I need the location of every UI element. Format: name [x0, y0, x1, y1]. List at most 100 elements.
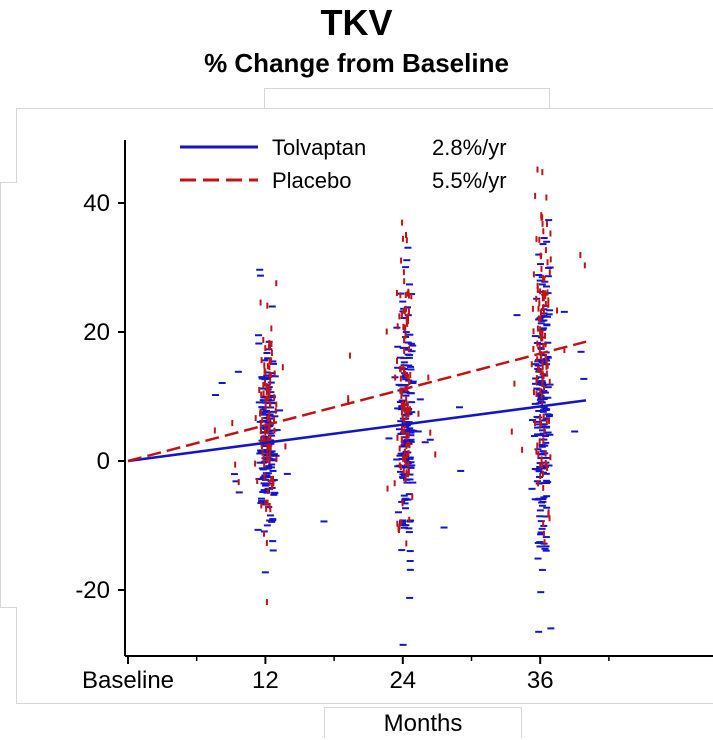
data-point-tolvaptan [541, 374, 549, 377]
data-point-placebo [541, 169, 544, 176]
data-point-placebo [546, 464, 549, 471]
chart-subtitle: % Change from Baseline [204, 48, 509, 78]
data-point-placebo [543, 427, 546, 434]
data-point-placebo [263, 379, 266, 386]
data-point-placebo [347, 398, 350, 405]
data-point-tolvaptan [259, 399, 267, 402]
data-point-placebo [536, 286, 539, 293]
data-point-tolvaptan [539, 498, 547, 501]
data-point-placebo [400, 388, 403, 395]
data-point-tolvaptan [407, 342, 415, 345]
data-point-placebo [273, 394, 276, 401]
data-point-placebo [402, 455, 405, 462]
data-point-tolvaptan [540, 314, 548, 317]
data-point-tolvaptan [534, 423, 542, 426]
data-point-tolvaptan [262, 427, 270, 430]
placebo-points [213, 166, 586, 606]
data-point-placebo [429, 429, 432, 436]
data-point-placebo [541, 381, 544, 388]
data-point-placebo [400, 402, 403, 409]
data-point-placebo [542, 437, 545, 444]
data-point-placebo [266, 435, 269, 442]
data-point-placebo [538, 300, 541, 307]
data-point-tolvaptan [421, 441, 429, 444]
data-point-placebo [268, 390, 271, 397]
data-point-tolvaptan [536, 434, 544, 437]
data-point-placebo [263, 461, 266, 468]
data-point-tolvaptan [546, 309, 554, 312]
data-point-tolvaptan [409, 382, 417, 385]
data-point-placebo [539, 252, 542, 259]
data-point-tolvaptan [531, 382, 539, 385]
data-point-placebo [404, 231, 407, 238]
data-point-placebo [394, 374, 397, 381]
data-point-placebo [269, 434, 272, 441]
data-point-tolvaptan [409, 344, 417, 347]
data-point-placebo [260, 357, 263, 364]
data-point-placebo [404, 332, 407, 339]
data-point-tolvaptan [539, 423, 547, 426]
data-point-tolvaptan [405, 421, 413, 424]
data-point-tolvaptan [263, 466, 271, 469]
data-point-tolvaptan [409, 380, 417, 383]
data-point-placebo [406, 290, 409, 297]
data-point-tolvaptan [264, 357, 272, 360]
data-point-placebo [399, 365, 402, 372]
data-point-tolvaptan [406, 457, 414, 460]
data-point-tolvaptan [266, 432, 274, 435]
data-point-placebo [539, 309, 542, 316]
data-point-tolvaptan [399, 300, 407, 303]
data-point-placebo [547, 297, 550, 304]
data-point-tolvaptan [545, 313, 553, 316]
data-point-tolvaptan [402, 391, 410, 394]
data-point-placebo [265, 395, 268, 402]
data-point-placebo [543, 539, 546, 546]
data-point-placebo [396, 323, 399, 330]
data-point-placebo [547, 509, 550, 516]
y-tick-label: 40 [83, 190, 110, 217]
data-point-placebo [268, 444, 271, 451]
data-point-tolvaptan [531, 402, 539, 405]
data-point-tolvaptan [256, 268, 264, 271]
data-point-placebo [403, 278, 406, 285]
data-point-placebo [269, 371, 272, 378]
data-point-tolvaptan [416, 398, 424, 401]
data-point-tolvaptan [457, 469, 465, 472]
data-point-placebo [268, 479, 271, 486]
data-point-placebo [541, 329, 544, 336]
data-point-placebo [534, 420, 537, 427]
data-point-placebo [513, 380, 516, 387]
data-point-placebo [545, 358, 548, 365]
data-point-placebo [532, 328, 535, 335]
data-point-tolvaptan [218, 381, 226, 384]
data-point-tolvaptan [270, 410, 278, 413]
data-point-tolvaptan [406, 596, 414, 599]
data-point-placebo [536, 356, 539, 363]
data-point-placebo [411, 493, 414, 500]
trend-line-placebo [127, 340, 587, 463]
data-point-tolvaptan [536, 394, 544, 397]
data-point-tolvaptan [544, 341, 552, 344]
data-point-tolvaptan [257, 497, 265, 500]
data-point-tolvaptan [408, 401, 416, 404]
data-point-placebo [259, 428, 262, 435]
data-point-placebo [540, 335, 543, 342]
data-point-tolvaptan [541, 547, 549, 550]
data-point-placebo [541, 335, 544, 342]
data-point-tolvaptan [539, 327, 547, 330]
data-point-tolvaptan [537, 381, 545, 384]
data-point-placebo [405, 237, 408, 244]
data-point-placebo [400, 393, 403, 400]
data-point-tolvaptan [408, 350, 416, 353]
data-point-placebo [284, 443, 287, 450]
data-point-tolvaptan [271, 491, 279, 494]
data-point-tolvaptan [385, 437, 393, 440]
data-point-tolvaptan [535, 358, 543, 361]
data-point-placebo [542, 342, 545, 349]
data-point-tolvaptan [270, 493, 278, 496]
data-point-tolvaptan [268, 463, 276, 466]
data-point-placebo [348, 352, 351, 359]
data-point-placebo [541, 371, 544, 378]
data-point-tolvaptan [455, 406, 463, 409]
data-point-placebo [407, 292, 410, 299]
